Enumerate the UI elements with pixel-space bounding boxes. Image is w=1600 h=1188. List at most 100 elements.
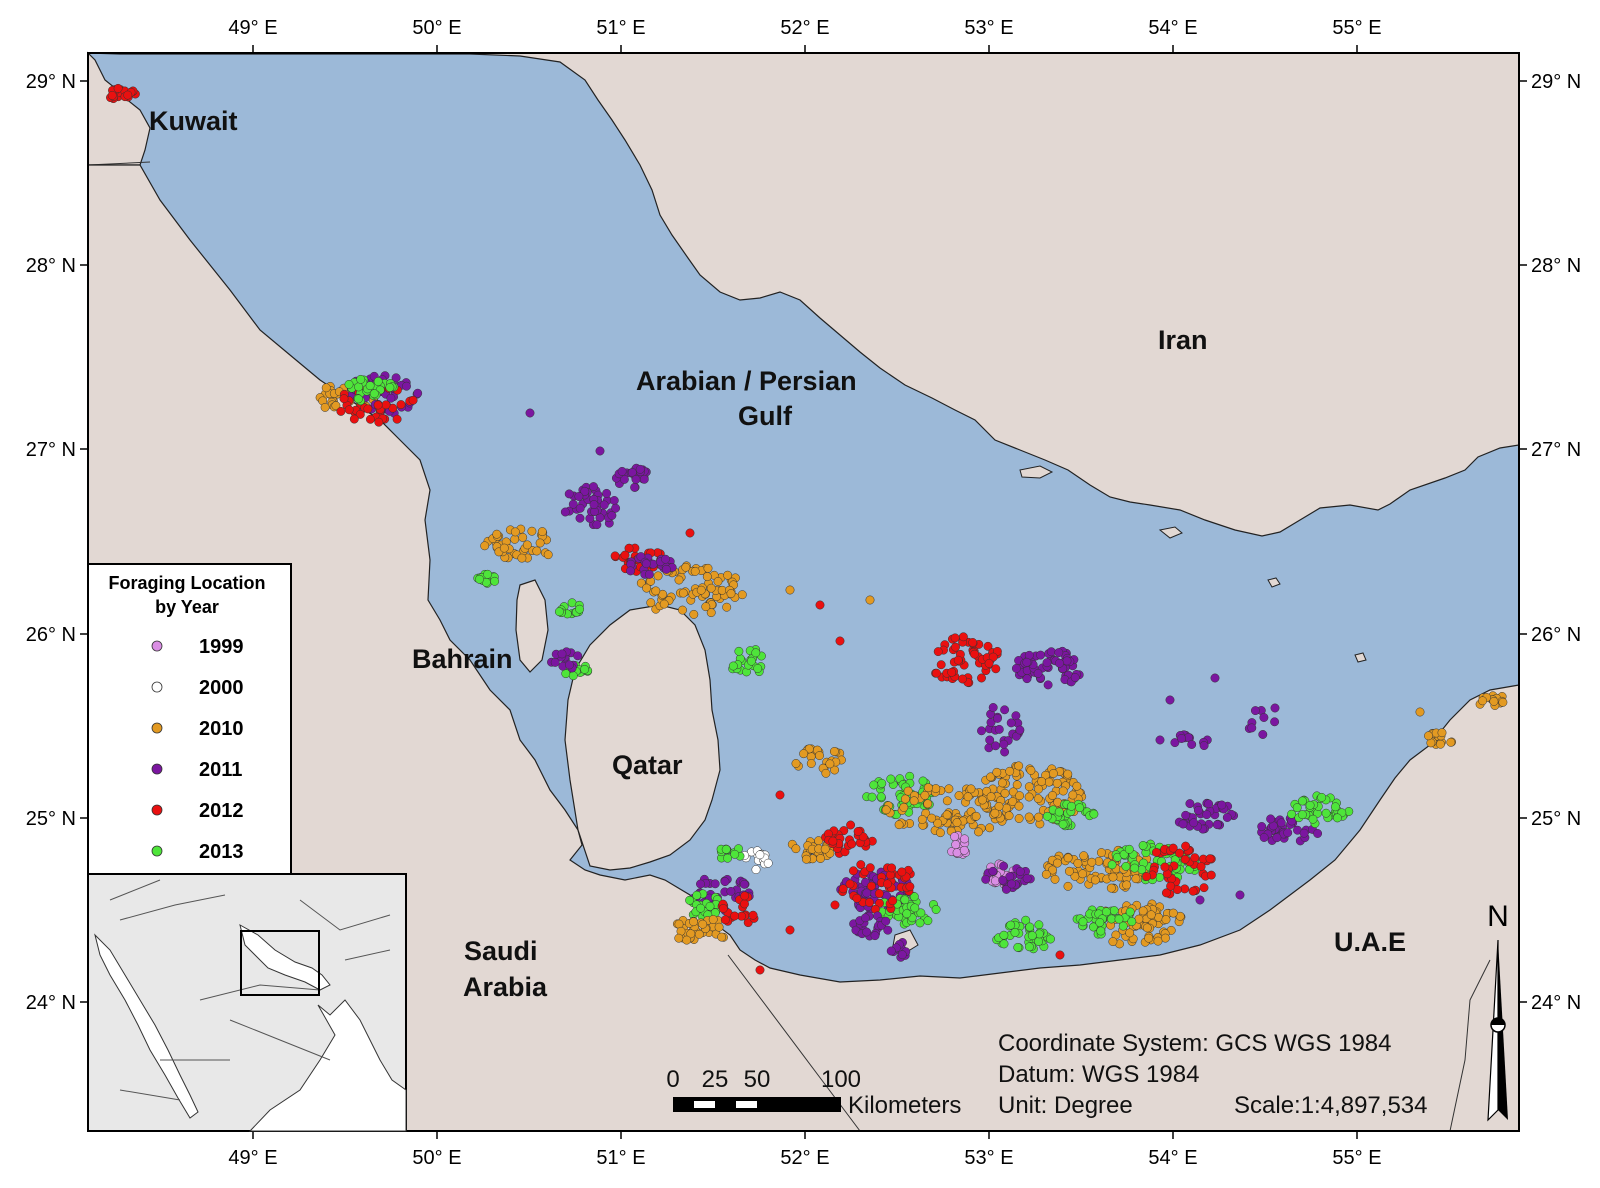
foraging-point-2010: [675, 934, 683, 942]
foraging-point-2011: [618, 467, 626, 475]
foraging-point-2010: [987, 793, 995, 801]
foraging-point-2012: [958, 675, 966, 683]
foraging-point-2010: [974, 828, 982, 836]
foraging-point-2012: [1197, 862, 1205, 870]
foraging-point-2011: [1266, 815, 1274, 823]
foraging-point-2010: [826, 760, 834, 768]
foraging-point-2012: [948, 668, 956, 676]
foraging-point-2010: [1006, 767, 1014, 775]
foraging-point-2011: [1284, 829, 1292, 837]
coordinate-system-text: Coordinate System: GCS WGS 1984: [998, 1030, 1392, 1057]
lat-label-right: 27° N: [1531, 439, 1581, 461]
foraging-point-2013: [1034, 937, 1042, 945]
foraging-point-2011: [1023, 675, 1031, 683]
foraging-point-2010: [1053, 779, 1061, 787]
foraging-point-2010: [964, 793, 972, 801]
foraging-point-2011: [1300, 829, 1308, 837]
foraging-point-2010: [786, 586, 794, 594]
foraging-point-2013: [1322, 809, 1330, 817]
left-ticks: [80, 81, 88, 1002]
lat-label-right: 29° N: [1531, 71, 1581, 93]
foraging-point-2012: [721, 916, 729, 924]
foraging-point-2010: [1088, 858, 1096, 866]
foraging-point-2010: [738, 591, 746, 599]
legend-swatch-2011: [152, 764, 162, 774]
foraging-point-2010: [807, 759, 815, 767]
foraging-point-2010: [1049, 769, 1057, 777]
legend-title-line1: Foraging Location: [109, 573, 266, 593]
foraging-point-2013: [868, 793, 876, 801]
qatar-label: Qatar: [612, 750, 683, 780]
foraging-point-2010: [1132, 875, 1140, 883]
foraging-point-2010: [910, 797, 918, 805]
foraging-point-2010: [943, 811, 951, 819]
lon-label-bottom: 54° E: [1148, 1147, 1197, 1169]
foraging-point-2013: [575, 605, 583, 613]
legend-swatch-1999: [152, 641, 162, 651]
foraging-point-2012: [853, 894, 861, 902]
lat-label-right: 28° N: [1531, 255, 1581, 277]
foraging-point-2011: [1044, 681, 1052, 689]
foraging-point-2010: [932, 784, 940, 792]
lon-label-top: 49° E: [228, 17, 277, 39]
foraging-point-2010: [1145, 934, 1153, 942]
foraging-point-2010: [1078, 870, 1086, 878]
foraging-point-2011: [1043, 659, 1051, 667]
foraging-point-2011: [402, 382, 410, 390]
foraging-point-2010: [1139, 907, 1147, 915]
foraging-point-2013: [1298, 797, 1306, 805]
foraging-point-2013: [870, 781, 878, 789]
foraging-point-2010: [993, 768, 1001, 776]
foraging-point-2010: [727, 589, 735, 597]
foraging-point-2010: [1424, 732, 1432, 740]
foraging-point-2011: [1313, 829, 1321, 837]
foraging-point-2012: [749, 911, 757, 919]
foraging-point-2011: [602, 489, 610, 497]
lon-label-top: 53° E: [964, 17, 1013, 39]
foraging-point-2010: [1027, 766, 1035, 774]
foraging-point-2013: [366, 382, 374, 390]
iran-label: Iran: [1158, 325, 1208, 355]
unit-text: Unit: Degree: [998, 1092, 1133, 1119]
foraging-point-2013: [1026, 923, 1034, 931]
foraging-point-2012: [740, 900, 748, 908]
foraging-point-2013: [1067, 802, 1075, 810]
lon-label-bottom: 55° E: [1332, 1147, 1381, 1169]
foraging-point-2011: [1055, 648, 1063, 656]
foraging-point-2013: [747, 657, 755, 665]
foraging-point-2013: [569, 672, 577, 680]
foraging-point-2010: [1169, 909, 1177, 917]
foraging-point-2011: [1179, 820, 1187, 828]
foraging-point-2010: [1053, 859, 1061, 867]
foraging-point-2011: [610, 496, 618, 504]
foraging-point-2013: [754, 664, 762, 672]
foraging-point-2010: [901, 795, 909, 803]
foraging-point-2010: [675, 576, 683, 584]
foraging-point-2013: [903, 910, 911, 918]
lat-label-left: 24° N: [26, 992, 76, 1014]
foraging-point-2012: [1162, 889, 1170, 897]
foraging-point-2010: [518, 554, 526, 562]
foraging-point-2012: [364, 405, 372, 413]
saudi-label-line1: Saudi: [464, 936, 538, 966]
foraging-point-2010: [792, 845, 800, 853]
foraging-point-2010: [1025, 813, 1033, 821]
foraging-point-2012: [867, 882, 875, 890]
foraging-point-2010: [1490, 697, 1498, 705]
foraging-point-2013: [1097, 927, 1105, 935]
foraging-point-2013: [723, 854, 731, 862]
foraging-point-2010: [821, 845, 829, 853]
foraging-point-2013: [386, 383, 394, 391]
foraging-point-2011: [995, 725, 1003, 733]
foraging-point-2011: [1000, 706, 1008, 714]
foraging-point-2012: [937, 661, 945, 669]
legend-label-1999: 1999: [199, 636, 244, 658]
foraging-point-2010: [723, 571, 731, 579]
foraging-point-2011: [576, 504, 584, 512]
foraging-point-2010: [1080, 852, 1088, 860]
foraging-point-2011: [1181, 811, 1189, 819]
foraging-point-2010: [802, 855, 810, 863]
foraging-point-2010: [642, 584, 650, 592]
foraging-point-2010: [652, 587, 660, 595]
foraging-point-2013: [1130, 864, 1138, 872]
